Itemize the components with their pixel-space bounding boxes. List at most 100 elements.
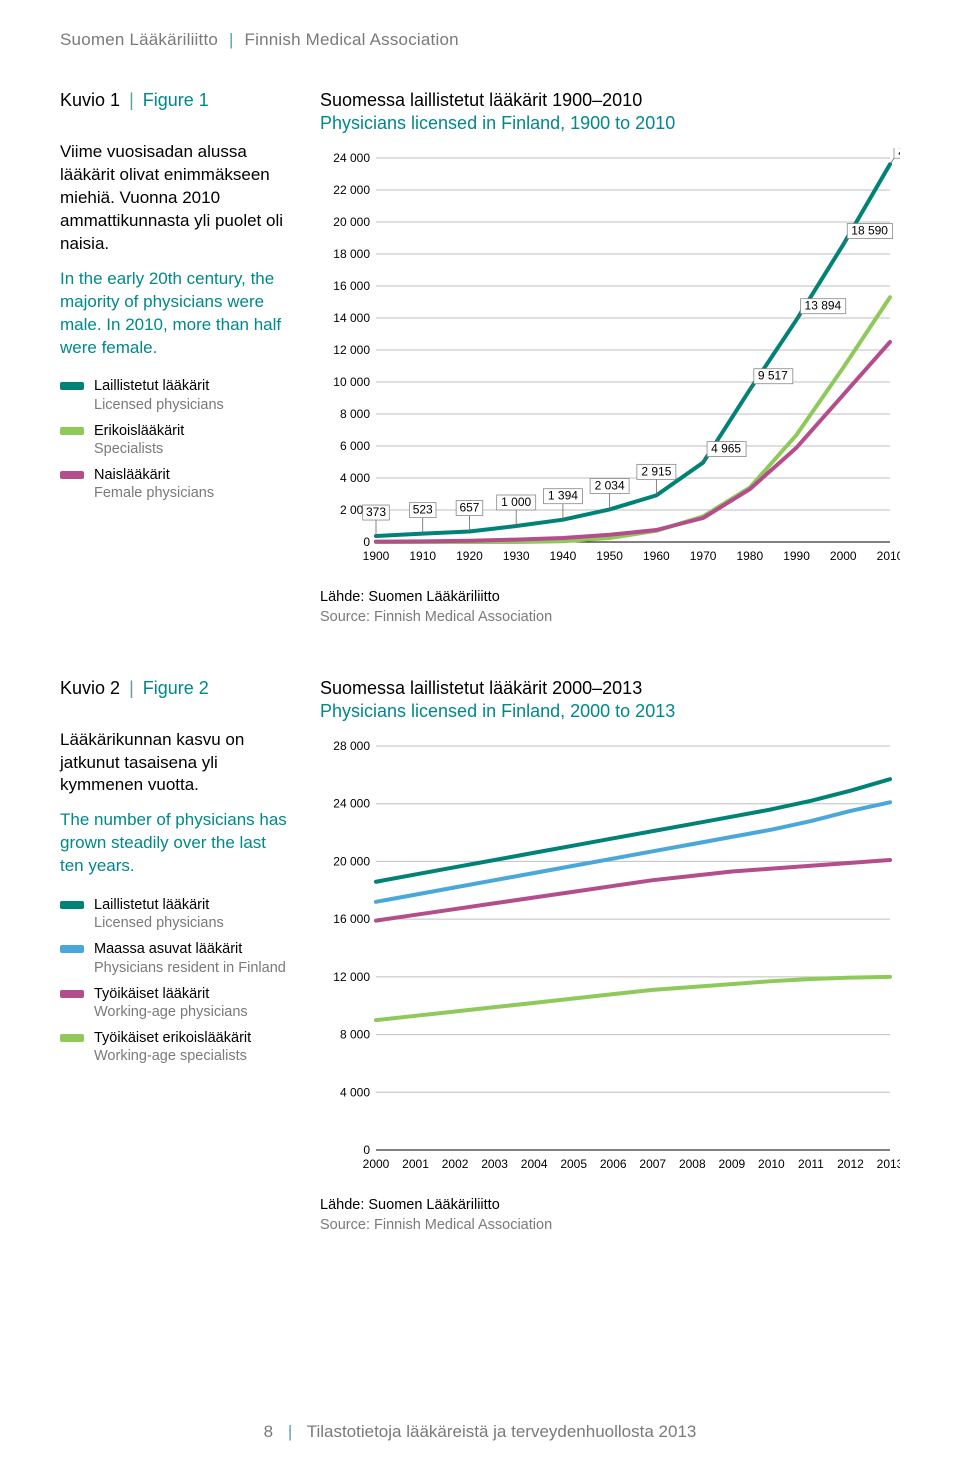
legend-item: Laillistetut lääkäritLicensed physicians: [60, 896, 290, 932]
svg-text:1960: 1960: [643, 549, 670, 563]
svg-text:16 000: 16 000: [333, 912, 370, 926]
legend-label-fi: Erikoislääkärit: [94, 422, 184, 440]
svg-text:0: 0: [363, 1143, 370, 1157]
svg-text:1910: 1910: [409, 549, 436, 563]
legend-text: Laillistetut lääkäritLicensed physicians: [94, 377, 224, 413]
legend-swatch: [60, 427, 84, 435]
footer-separator: |: [288, 1422, 292, 1441]
figure-1-source-value-fi: Suomen Lääkäriliitto: [368, 589, 499, 605]
svg-text:2007: 2007: [639, 1157, 666, 1171]
legend-swatch: [60, 945, 84, 953]
svg-text:1950: 1950: [596, 549, 623, 563]
figure-2-source-value-fi: Suomen Lääkäriliitto: [368, 1197, 499, 1213]
svg-text:8 000: 8 000: [340, 407, 370, 421]
svg-text:20 000: 20 000: [333, 854, 370, 868]
legend-item: Maassa asuvat lääkäritPhysicians residen…: [60, 940, 290, 976]
svg-text:28 000: 28 000: [333, 739, 370, 753]
figure-2-title-en: Physicians licensed in Finland, 2000 to …: [320, 701, 920, 722]
svg-text:373: 373: [366, 505, 386, 519]
figure-2-label: Kuvio 2 | Figure 2: [60, 678, 290, 699]
svg-text:2000: 2000: [830, 549, 857, 563]
legend-item: ErikoislääkäritSpecialists: [60, 422, 290, 458]
legend-label-fi: Naislääkärit: [94, 466, 214, 484]
legend-text: Maassa asuvat lääkäritPhysicians residen…: [94, 940, 286, 976]
svg-text:2009: 2009: [718, 1157, 745, 1171]
legend-label-en: Working-age physicians: [94, 1003, 248, 1021]
figure-1-legend: Laillistetut lääkäritLicensed physicians…: [60, 377, 290, 502]
figure-2-desc-en: The number of physicians has grown stead…: [60, 809, 290, 878]
figure-1-source: Lähde: Suomen Lääkäriliitto Source: Finn…: [320, 587, 920, 628]
legend-label-fi: Työikäiset lääkärit: [94, 985, 248, 1003]
svg-text:1920: 1920: [456, 549, 483, 563]
svg-text:2001: 2001: [402, 1157, 429, 1171]
svg-text:657: 657: [459, 500, 479, 514]
figure-2-source-label-fi: Lähde:: [320, 1197, 364, 1213]
svg-text:2 915: 2 915: [641, 464, 671, 478]
figure-1-source-label-fi: Lähde:: [320, 589, 364, 605]
svg-text:2003: 2003: [481, 1157, 508, 1171]
figure-1-sidebar: Kuvio 1 | Figure 1 Viime vuosisadan alus…: [60, 90, 290, 628]
header-org-en: Finnish Medical Association: [245, 30, 459, 49]
svg-text:22 000: 22 000: [333, 183, 370, 197]
svg-text:1900: 1900: [363, 549, 390, 563]
svg-text:2010: 2010: [758, 1157, 785, 1171]
legend-label-en: Physicians resident in Finland: [94, 959, 286, 977]
svg-text:24 000: 24 000: [333, 796, 370, 810]
figure-2-source: Lähde: Suomen Lääkäriliitto Source: Finn…: [320, 1195, 920, 1236]
svg-text:12 000: 12 000: [333, 969, 370, 983]
figure-1-title-en: Physicians licensed in Finland, 1900 to …: [320, 113, 920, 134]
svg-text:4 965: 4 965: [711, 442, 741, 456]
figure-1-svg: 02 0004 0006 0008 00010 00012 00014 0001…: [320, 148, 900, 568]
svg-text:2013: 2013: [877, 1157, 900, 1171]
svg-text:2010: 2010: [877, 549, 900, 563]
figure-1-desc-en: In the early 20th century, the majority …: [60, 268, 290, 360]
svg-text:2002: 2002: [442, 1157, 469, 1171]
legend-text: ErikoislääkäritSpecialists: [94, 422, 184, 458]
svg-text:2008: 2008: [679, 1157, 706, 1171]
figure-2-title-fi: Suomessa laillistetut lääkärit 2000–2013: [320, 678, 920, 699]
page-header: Suomen Lääkäriliitto | Finnish Medical A…: [60, 30, 920, 50]
figure-2-chart: 04 0008 00012 00016 00020 00024 00028 00…: [320, 736, 920, 1181]
svg-text:1 394: 1 394: [548, 489, 578, 503]
svg-text:2000: 2000: [363, 1157, 390, 1171]
figure-1-label: Kuvio 1 | Figure 1: [60, 90, 290, 111]
legend-item: Työikäiset lääkäritWorking-age physician…: [60, 985, 290, 1021]
svg-text:1940: 1940: [550, 549, 577, 563]
svg-text:12 000: 12 000: [333, 343, 370, 357]
legend-text: Työikäiset lääkäritWorking-age physician…: [94, 985, 248, 1021]
legend-label-en: Licensed physicians: [94, 396, 224, 414]
figure-2-svg: 04 0008 00012 00016 00020 00024 00028 00…: [320, 736, 900, 1176]
svg-text:1970: 1970: [690, 549, 717, 563]
header-separator: |: [229, 30, 234, 49]
legend-swatch: [60, 1034, 84, 1042]
figure-1-source-label-en: Source:: [320, 609, 370, 625]
legend-label-en: Female physicians: [94, 484, 214, 502]
legend-label-fi: Työikäiset erikoislääkärit: [94, 1029, 251, 1047]
svg-text:2 034: 2 034: [595, 478, 625, 492]
footer-title: Tilastotietoja lääkäreistä ja terveydenh…: [307, 1422, 697, 1441]
svg-text:4 000: 4 000: [340, 471, 370, 485]
figure-1-chart-col: Suomessa laillistetut lääkärit 1900–2010…: [320, 90, 920, 628]
figure-1-row: Kuvio 1 | Figure 1 Viime vuosisadan alus…: [60, 90, 920, 628]
figure-2-source-label-en: Source:: [320, 1217, 370, 1233]
legend-item: Työikäiset erikoislääkäritWorking-age sp…: [60, 1029, 290, 1065]
figure-2-source-value-en: Finnish Medical Association: [374, 1217, 552, 1233]
figure-2-label-fi: Kuvio 2: [60, 678, 120, 698]
legend-text: Laillistetut lääkäritLicensed physicians: [94, 896, 224, 932]
svg-text:1930: 1930: [503, 549, 530, 563]
svg-text:2006: 2006: [600, 1157, 627, 1171]
legend-text: NaislääkäritFemale physicians: [94, 466, 214, 502]
legend-label-en: Working-age specialists: [94, 1047, 251, 1065]
legend-text: Työikäiset erikoislääkäritWorking-age sp…: [94, 1029, 251, 1065]
svg-text:6 000: 6 000: [340, 439, 370, 453]
legend-label-fi: Laillistetut lääkärit: [94, 377, 224, 395]
svg-text:18 000: 18 000: [333, 247, 370, 261]
svg-text:20 000: 20 000: [333, 215, 370, 229]
legend-item: NaislääkäritFemale physicians: [60, 466, 290, 502]
svg-text:1980: 1980: [736, 549, 763, 563]
svg-text:2005: 2005: [560, 1157, 587, 1171]
svg-text:4 000: 4 000: [340, 1085, 370, 1099]
legend-item: Laillistetut lääkäritLicensed physicians: [60, 377, 290, 413]
figure-2-divider: |: [129, 678, 134, 698]
header-org-fi: Suomen Lääkäriliitto: [60, 30, 218, 49]
